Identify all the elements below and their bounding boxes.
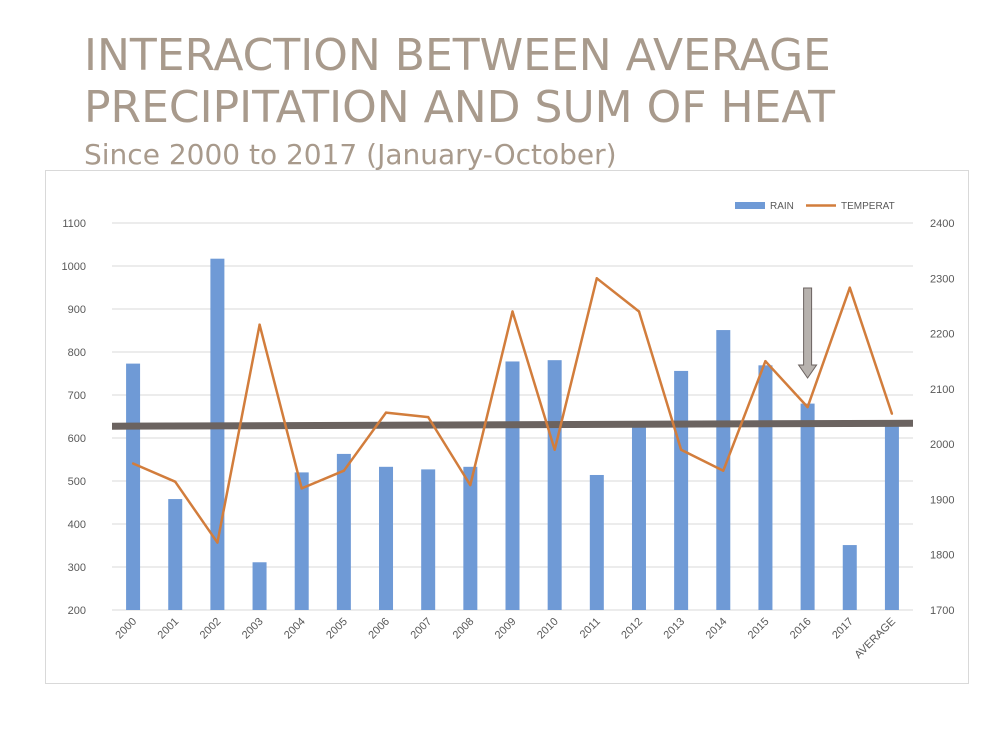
right-tick-label: 1700 xyxy=(930,605,954,617)
x-tick-label: 2003 xyxy=(240,616,266,642)
temperature-point xyxy=(426,415,430,419)
legend-rain-swatch xyxy=(735,202,765,209)
rain-bar xyxy=(379,466,394,610)
rain-bars xyxy=(126,258,899,610)
rain-bar xyxy=(505,361,520,610)
temperature-point xyxy=(890,412,894,415)
rain-bar xyxy=(168,499,183,610)
x-axis-labels: 2000 2001 2002 2003 2004 2005 2006 2007 2008 2009… xyxy=(113,616,898,662)
rain-bar xyxy=(421,469,436,610)
left-tick-label: 1000 xyxy=(62,261,86,273)
average-line xyxy=(111,419,914,430)
x-tick-label: 2012 xyxy=(619,616,645,642)
x-tick-label: 2010 xyxy=(535,616,561,642)
rain-bar xyxy=(336,453,351,610)
rain-bar xyxy=(463,466,478,610)
left-axis-ticks: 200 300 400 500 600 700 800 900 1000 1100 xyxy=(62,218,86,617)
chart-container: 200 300 400 500 600 700 800 900 1000 1100 1700 180… xyxy=(45,170,969,684)
x-tick-label: 2001 xyxy=(156,616,182,642)
right-tick-label: 2000 xyxy=(930,439,954,451)
rain-bar xyxy=(631,424,646,610)
temperature-point xyxy=(595,277,599,280)
rain-bar xyxy=(210,258,225,610)
temperature-point xyxy=(511,310,514,313)
title-line-1: INTERACTION BETWEEN AVERAGE xyxy=(84,30,831,81)
x-tick-label: 2002 xyxy=(198,616,224,642)
temperature-point xyxy=(300,487,303,490)
x-tick-label: 2011 xyxy=(578,616,603,641)
temperature-point xyxy=(764,360,767,363)
legend-temperature-label: TEMPERAT xyxy=(841,201,895,212)
left-tick-label: 800 xyxy=(68,347,86,359)
temperature-point xyxy=(384,411,388,414)
left-tick-label: 900 xyxy=(68,304,86,316)
rain-bar xyxy=(547,360,562,610)
right-tick-label: 2100 xyxy=(930,384,954,396)
temperature-line-group xyxy=(131,277,894,544)
temperature-point xyxy=(216,541,219,544)
annotation-arrow-group xyxy=(797,287,818,379)
x-tick-label: AVERAGE xyxy=(853,616,899,662)
temperature-point xyxy=(848,286,851,289)
right-axis-ticks: 1700 1800 1900 2000 2100 2200 2300 2400 xyxy=(930,218,954,617)
temperature-point xyxy=(131,462,135,465)
rain-bar xyxy=(884,424,899,610)
temperature-point xyxy=(637,310,641,313)
left-tick-label: 200 xyxy=(68,605,86,617)
rain-bar xyxy=(674,370,689,610)
x-tick-label: 2007 xyxy=(409,616,435,642)
temperature-point xyxy=(553,448,556,451)
temperature-point xyxy=(679,448,683,451)
left-tick-label: 1100 xyxy=(62,218,86,230)
left-tick-label: 500 xyxy=(68,476,86,488)
legend: RAIN TEMPERAT xyxy=(735,201,895,212)
rain-bar xyxy=(126,363,141,610)
x-tick-label: 2015 xyxy=(746,616,772,642)
x-tick-label: 2008 xyxy=(451,616,477,642)
right-tick-label: 1800 xyxy=(930,550,954,562)
x-tick-label: 2016 xyxy=(788,616,814,642)
rain-bar xyxy=(758,365,773,610)
temperature-point xyxy=(174,480,177,483)
x-tick-label: 2000 xyxy=(113,616,139,642)
right-tick-label: 1900 xyxy=(930,494,954,506)
rain-bar xyxy=(842,545,857,610)
x-tick-label: 2009 xyxy=(493,616,519,642)
left-tick-label: 300 xyxy=(68,562,86,574)
x-tick-label: 2005 xyxy=(324,616,350,642)
x-tick-label: 2006 xyxy=(366,616,392,642)
right-tick-label: 2200 xyxy=(930,329,954,341)
x-tick-label: 2017 xyxy=(830,616,856,642)
legend-rain-label: RAIN xyxy=(770,201,794,212)
x-tick-label: 2004 xyxy=(282,616,308,642)
temperature-point xyxy=(469,483,472,487)
chart-title: INTERACTION BETWEEN AVERAGE PRECIPITATIO… xyxy=(84,30,964,134)
temperature-point xyxy=(722,469,725,472)
rain-bar xyxy=(252,562,267,610)
temperature-point xyxy=(342,469,346,472)
right-tick-label: 2300 xyxy=(930,273,954,285)
temperature-point xyxy=(806,405,809,409)
rain-bar xyxy=(294,472,309,610)
x-tick-label: 2013 xyxy=(661,616,687,642)
right-tick-label: 2400 xyxy=(930,218,954,230)
rain-bar xyxy=(589,474,604,610)
left-tick-label: 700 xyxy=(68,390,86,402)
title-line-2: PRECIPITATION AND SUM OF HEAT xyxy=(84,82,835,133)
left-tick-label: 600 xyxy=(68,433,86,445)
down-arrow-icon xyxy=(797,287,818,379)
temperature-point xyxy=(258,323,261,326)
chart-subtitle: Since 2000 to 2017 (January-October) xyxy=(84,138,617,171)
combo-chart: 200 300 400 500 600 700 800 900 1000 1100 1700 180… xyxy=(62,201,955,662)
rain-bar xyxy=(800,403,815,610)
average-line-group xyxy=(111,419,914,430)
left-tick-label: 400 xyxy=(68,519,86,531)
x-tick-label: 2014 xyxy=(704,616,730,642)
